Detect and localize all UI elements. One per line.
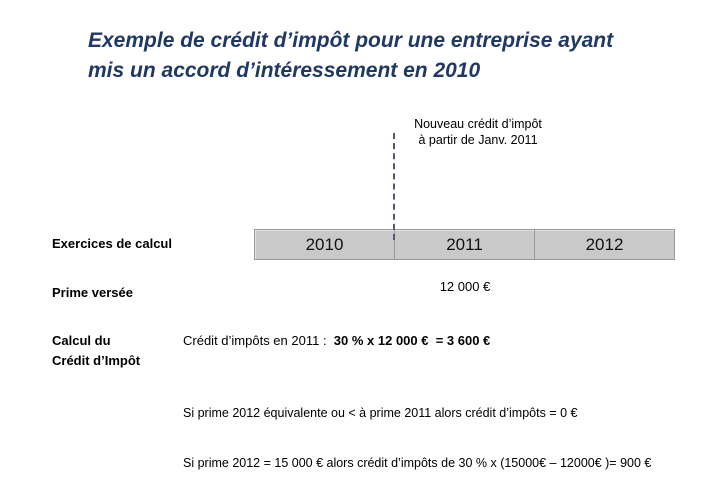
slide-title-line-2: mis un accord d’intéressement en 2010 xyxy=(88,59,481,82)
slide-title-line-1: Exemple de crédit d’impôt pour une entre… xyxy=(88,29,614,52)
slide-title: Exemple de crédit d’impôt pour une entre… xyxy=(88,26,668,86)
row-label-calcul-line-2: Crédit d’Impôt xyxy=(52,353,141,368)
credit-calculation-formula: 30 % x 12 000 € = 3 600 € xyxy=(333,333,491,348)
timeline-year-2010: 2010 xyxy=(305,234,344,254)
credit-calculation-2011: Crédit d’impôts en 2011 : 30 % x 12 000 … xyxy=(183,333,490,348)
annotation-line-1: Nouveau crédit d’impôt xyxy=(414,117,542,131)
scenario-line-2: Si prime 2012 = 15 000 € alors crédit d’… xyxy=(183,455,652,470)
annotation-line-2: à partir de Janv. 2011 xyxy=(418,133,538,147)
credit-calculation-scenarios: Si prime 2012 équivalente ou < à prime 2… xyxy=(183,372,651,477)
timeline-bar: 2010 2011 2012 xyxy=(254,229,675,260)
annotation-new-tax-credit: Nouveau crédit d’impôt à partir de Janv.… xyxy=(397,116,559,148)
row-label-prime-versee: Prime versée xyxy=(52,285,133,300)
row-label-calcul-line-1: Calcul du xyxy=(52,333,111,348)
row-label-exercices: Exercices de calcul xyxy=(52,236,172,251)
timeline-year-2012: 2012 xyxy=(534,230,674,259)
prime-value-2011: 12 000 € xyxy=(439,279,491,294)
credit-calculation-intro: Crédit d’impôts en 2011 : xyxy=(183,333,334,348)
scenario-line-1: Si prime 2012 équivalente ou < à prime 2… xyxy=(183,406,578,420)
timeline-year-2011: 2011 xyxy=(394,230,534,259)
timeline-marker-dashed-line xyxy=(393,133,395,240)
row-label-calcul-credit: Calcul du Crédit d’Impôt xyxy=(52,331,140,371)
